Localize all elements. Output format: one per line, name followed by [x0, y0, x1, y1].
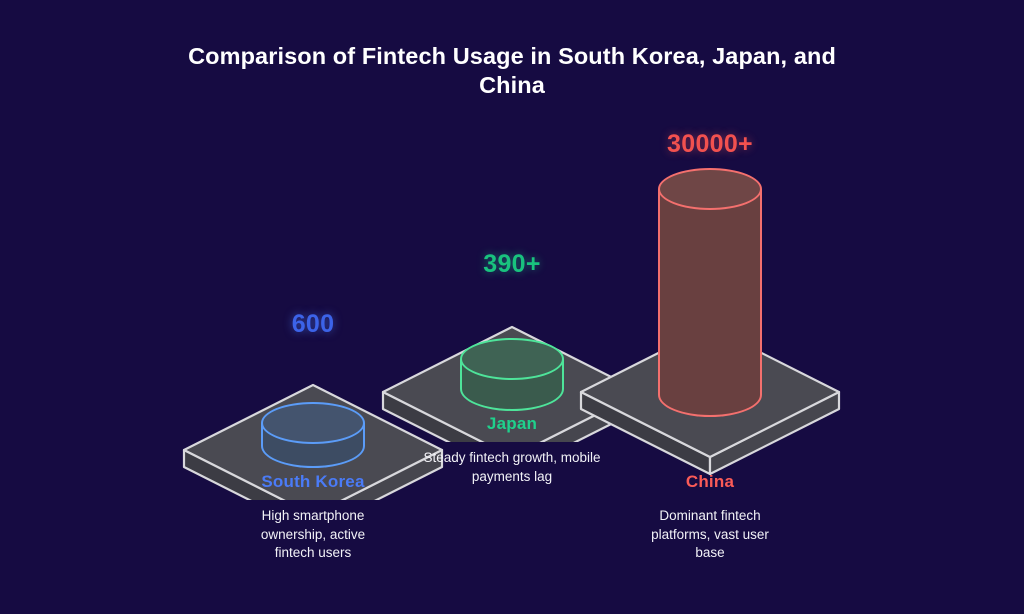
value-label-south-korea: 600	[291, 310, 335, 338]
country-name-south-korea: South Korea	[261, 472, 365, 491]
country-description-china: Dominant fintech platforms, vast user ba…	[651, 508, 769, 560]
country-name-japan: Japan	[486, 414, 538, 433]
cylinder-china	[658, 168, 762, 420]
caption-china: China Dominant fintech platforms, vast u…	[560, 472, 860, 563]
country-description-south-korea: High smartphone ownership, active fintec…	[260, 508, 366, 560]
platform-china	[579, 325, 841, 476]
cylinder-top-china	[658, 168, 762, 210]
country-name-china: China	[685, 472, 735, 491]
cylinder-south-korea	[261, 402, 365, 480]
caption-south-korea: South Korea High smartphone ownership, a…	[163, 472, 463, 563]
cylinder-japan	[460, 338, 564, 422]
caption-japan: Japan Steady fintech growth, mobile paym…	[362, 414, 662, 486]
cylinder-top-japan	[460, 338, 564, 380]
value-label-japan: 390+	[483, 250, 541, 278]
page-title: Comparison of Fintech Usage in South Kor…	[188, 43, 836, 98]
value-label-china: 30000+	[667, 130, 753, 158]
country-description-japan: Steady fintech growth, mobile payments l…	[423, 450, 601, 484]
cylinder-body-china	[658, 189, 762, 417]
cylinder-top-south-korea	[261, 402, 365, 444]
